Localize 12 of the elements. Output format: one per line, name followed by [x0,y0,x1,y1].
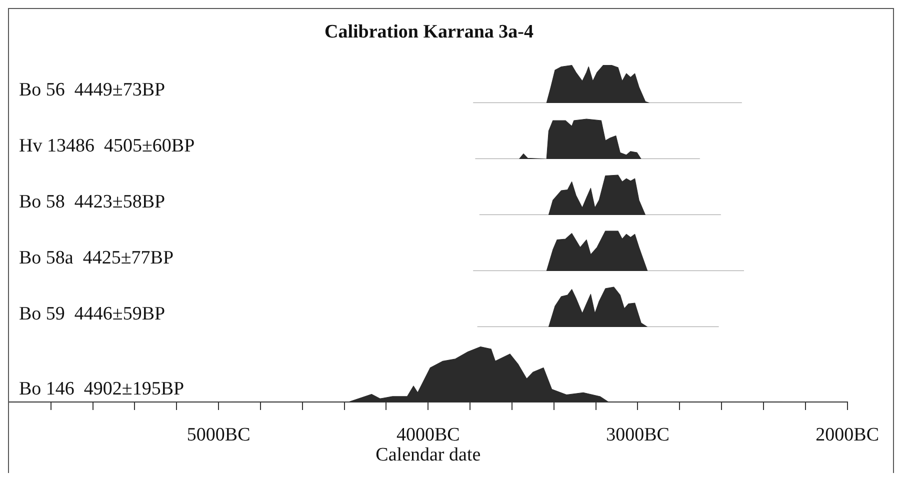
x-tick-label: 2000BC [816,424,880,446]
text: Bo 146 4902±195BP [19,378,184,400]
text: Bo 58a 4425±77BP [19,247,174,268]
chart-title: Calibration Karrana 3a-4 [324,21,534,42]
text: Bo 56 4449±73BP [19,79,166,100]
x-tick-label: 4000BC [396,424,460,446]
text: Hv 13486 4505±60BP [19,135,195,156]
text: Bo 58 4423±58BP [19,191,166,212]
text: Bo 59 4446±59BP [19,303,166,324]
x-axis-title: Calendar date [376,444,481,466]
x-tick-label: 3000BC [606,424,670,446]
x-tick-label: 5000BC [186,424,250,446]
